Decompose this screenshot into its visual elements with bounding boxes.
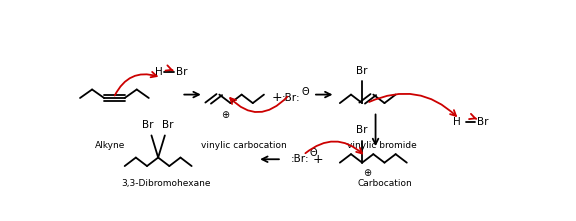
Text: vinylic carbocation: vinylic carbocation xyxy=(201,141,287,150)
Text: Θ: Θ xyxy=(301,87,309,97)
Text: Carbocation: Carbocation xyxy=(357,179,412,188)
Text: Br: Br xyxy=(477,117,488,127)
Text: Alkyne: Alkyne xyxy=(95,141,125,150)
Text: Br: Br xyxy=(357,66,368,76)
Text: Br: Br xyxy=(357,126,368,135)
Text: Br: Br xyxy=(176,67,187,78)
Text: H: H xyxy=(155,67,163,78)
Text: Θ: Θ xyxy=(309,148,317,158)
Text: :Br:: :Br: xyxy=(282,93,300,103)
Text: vinylic bromide: vinylic bromide xyxy=(347,141,417,150)
Text: Br: Br xyxy=(142,120,154,130)
Text: ⊕: ⊕ xyxy=(363,168,372,178)
Text: +: + xyxy=(272,91,283,105)
Text: :Br:: :Br: xyxy=(290,154,309,164)
Text: ⊕: ⊕ xyxy=(221,110,229,120)
Text: +: + xyxy=(312,153,323,166)
Text: H: H xyxy=(453,117,460,127)
Text: Br: Br xyxy=(162,120,174,130)
Text: 3,3-Dibromohexane: 3,3-Dibromohexane xyxy=(121,179,210,188)
